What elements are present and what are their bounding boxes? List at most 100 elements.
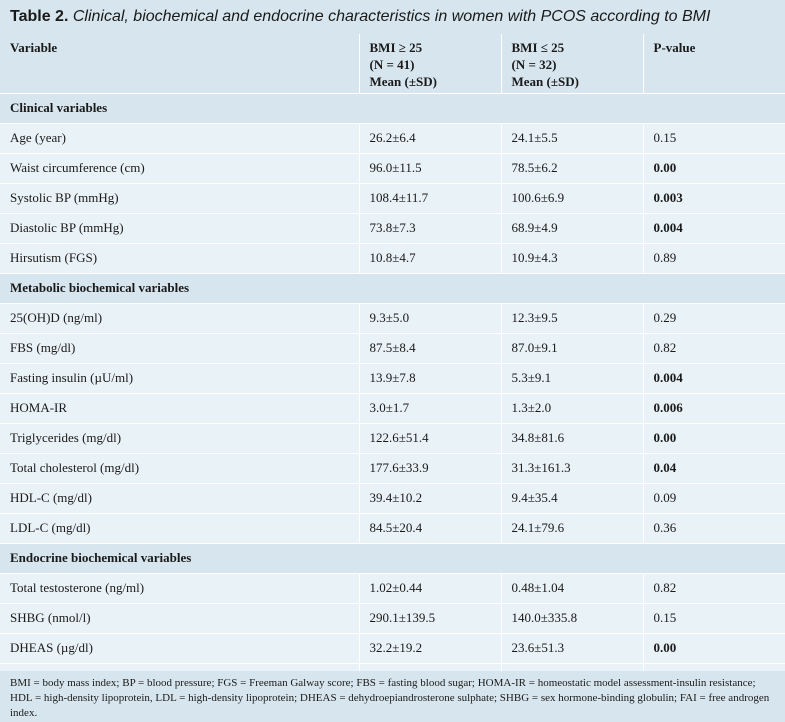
header-line: BMI ≤ 25 [511, 40, 565, 55]
variable-cell: HOMA-IR [0, 393, 360, 424]
bmi-high-cell: 73.8±7.3 [359, 213, 502, 244]
section-title: Endocrine biochemical variables [0, 543, 785, 574]
bmi-low-cell: 1.3±2.0 [501, 393, 644, 424]
variable-cell: FBS (mg/dl) [0, 333, 360, 364]
table-row: Systolic BP (mmHg) 108.4±11.7 100.6±6.9 0.0… [0, 183, 785, 214]
bmi-high-cell: 10.8±4.7 [359, 243, 502, 274]
header-line: Variable [10, 40, 58, 55]
bmi-high-cell: 39.4±10.2 [359, 483, 502, 514]
bmi-high-cell: 26.2±6.4 [359, 123, 502, 154]
p-value-cell: 0.15 [643, 123, 785, 154]
bmi-low-cell: 140.0±335.8 [501, 603, 644, 634]
table-row: Waist circumference (cm) 96.0±11.5 78.5±6.… [0, 153, 785, 184]
table-row: DHEAS (µg/dl) 32.2±19.2 23.6±51.3 0.00 [0, 633, 785, 664]
bmi-low-cell: 24.1±79.6 [501, 513, 644, 544]
table-title: Table 2. Clinical, biochemical and endoc… [0, 0, 785, 34]
section-title: Metabolic biochemical variables [0, 273, 785, 304]
column-header-variable: Variable [0, 34, 360, 94]
section-row: Metabolic biochemical variables [0, 273, 785, 304]
bmi-low-cell: 68.9±4.9 [501, 213, 644, 244]
variable-cell: 25(OH)D (ng/ml) [0, 303, 360, 334]
bmi-low-cell: 23.6±51.3 [501, 633, 644, 664]
bmi-high-cell: 87.5±8.4 [359, 333, 502, 364]
variable-cell: Total testosterone (ng/ml) [0, 573, 360, 604]
bmi-low-cell: 0.48±1.04 [501, 573, 644, 604]
bmi-low-cell: 34.8±81.6 [501, 423, 644, 454]
bmi-high-cell: 9.3±5.0 [359, 303, 502, 334]
header-line: Mean (±SD) [369, 74, 437, 89]
variable-cell: Diastolic BP (mmHg) [0, 213, 360, 244]
variable-cell: SHBG (nmol/l) [0, 603, 360, 634]
bmi-high-cell: 108.4±11.7 [359, 183, 502, 214]
table-row: Fasting insulin (µU/ml) 13.9±7.8 5.3±9.1 0.… [0, 363, 785, 394]
variable-cell: DHEAS (µg/dl) [0, 633, 360, 664]
bmi-low-cell: 24.1±5.5 [501, 123, 644, 154]
header-line: (N = 41) [369, 57, 415, 72]
bmi-low-cell: 12.3±9.5 [501, 303, 644, 334]
variable-cell: Waist circumference (cm) [0, 153, 360, 184]
column-header-bmi-high: BMI ≥ 25 (N = 41) Mean (±SD) [359, 34, 502, 94]
bmi-high-cell: 32.2±19.2 [359, 633, 502, 664]
header-line: Mean (±SD) [511, 74, 579, 89]
section-row: Clinical variables [0, 93, 785, 124]
variable-cell: HDL-C (mg/dl) [0, 483, 360, 514]
variable-cell: Total cholesterol (mg/dl) [0, 453, 360, 484]
variable-cell: LDL-C (mg/dl) [0, 513, 360, 544]
table-row: Diastolic BP (mmHg) 73.8±7.3 68.9±4.9 0.004 [0, 213, 785, 244]
p-value-cell: 0.00 [643, 423, 785, 454]
table-row: Total testosterone (ng/ml) 1.02±0.44 0.48±… [0, 573, 785, 604]
bmi-high-cell: 177.6±33.9 [359, 453, 502, 484]
p-value-cell: 0.006 [643, 393, 785, 424]
variable-cell: Age (year) [0, 123, 360, 154]
p-value-cell: 0.29 [643, 303, 785, 334]
p-value-cell: 0.36 [643, 513, 785, 544]
table-body: Clinical variables Age (year) 26.2±6.4 24.1… [0, 93, 785, 694]
table-row: LDL-C (mg/dl) 84.5±20.4 24.1±79.6 0.36 [0, 513, 785, 544]
data-table: Variable BMI ≥ 25 (N = 41) Mean (±SD) BM… [0, 34, 785, 694]
table-row: HOMA-IR 3.0±1.7 1.3±2.0 0.006 [0, 393, 785, 424]
bmi-low-cell: 87.0±9.1 [501, 333, 644, 364]
p-value-cell: 0.15 [643, 603, 785, 634]
bmi-high-cell: 3.0±1.7 [359, 393, 502, 424]
p-value-cell: 0.82 [643, 573, 785, 604]
variable-cell: Triglycerides (mg/dl) [0, 423, 360, 454]
p-value-cell: 0.004 [643, 363, 785, 394]
p-value-cell: 0.09 [643, 483, 785, 514]
section-row: Endocrine biochemical variables [0, 543, 785, 574]
table-row: HDL-C (mg/dl) 39.4±10.2 9.4±35.4 0.09 [0, 483, 785, 514]
column-header-p-value: P-value [643, 34, 785, 94]
p-value-cell: 0.004 [643, 213, 785, 244]
bmi-high-cell: 96.0±11.5 [359, 153, 502, 184]
table-row: Age (year) 26.2±6.4 24.1±5.5 0.15 [0, 123, 785, 154]
header-row: Variable BMI ≥ 25 (N = 41) Mean (±SD) BM… [0, 34, 785, 94]
table-row: 25(OH)D (ng/ml) 9.3±5.0 12.3±9.5 0.29 [0, 303, 785, 334]
header-line: (N = 32) [511, 57, 557, 72]
p-value-cell: 0.82 [643, 333, 785, 364]
header-line: P-value [653, 40, 696, 55]
bmi-low-cell: 31.3±161.3 [501, 453, 644, 484]
table-row: Hirsutism (FGS) 10.8±4.7 10.9±4.3 0.89 [0, 243, 785, 274]
variable-cell: Hirsutism (FGS) [0, 243, 360, 274]
bmi-low-cell: 5.3±9.1 [501, 363, 644, 394]
p-value-cell: 0.003 [643, 183, 785, 214]
table-footnote: BMI = body mass index; BP = blood pressu… [0, 671, 785, 722]
bmi-high-cell: 290.1±139.5 [359, 603, 502, 634]
bmi-low-cell: 78.5±6.2 [501, 153, 644, 184]
table-label: Table 2. [10, 8, 69, 25]
table-row: FBS (mg/dl) 87.5±8.4 87.0±9.1 0.82 [0, 333, 785, 364]
bmi-high-cell: 122.6±51.4 [359, 423, 502, 454]
bmi-high-cell: 84.5±20.4 [359, 513, 502, 544]
table-row: Total cholesterol (mg/dl) 177.6±33.9 31.3±… [0, 453, 785, 484]
variable-cell: Systolic BP (mmHg) [0, 183, 360, 214]
table-row: Triglycerides (mg/dl) 122.6±51.4 34.8±81.6… [0, 423, 785, 454]
column-header-bmi-low: BMI ≤ 25 (N = 32) Mean (±SD) [501, 34, 644, 94]
p-value-cell: 0.00 [643, 633, 785, 664]
bmi-high-cell: 13.9±7.8 [359, 363, 502, 394]
header-line: BMI ≥ 25 [369, 40, 423, 55]
p-value-cell: 0.04 [643, 453, 785, 484]
table-row: SHBG (nmol/l) 290.1±139.5 140.0±335.8 0.15 [0, 603, 785, 634]
bmi-high-cell: 1.02±0.44 [359, 573, 502, 604]
table-caption: Clinical, biochemical and endocrine char… [72, 8, 711, 25]
p-value-cell: 0.89 [643, 243, 785, 274]
